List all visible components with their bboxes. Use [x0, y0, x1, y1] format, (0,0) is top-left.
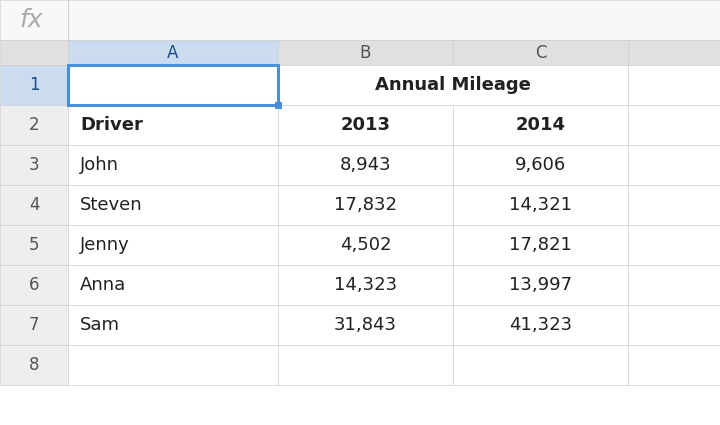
Bar [68, 65, 278, 105]
Bar [0, 345, 68, 385]
Bar [628, 40, 720, 65]
Text: B: B [360, 43, 372, 62]
Text: 14,323: 14,323 [334, 276, 397, 294]
Text: 8: 8 [29, 356, 40, 374]
Text: Driver: Driver [80, 116, 143, 134]
Bar [68, 345, 278, 385]
Bar [68, 305, 278, 345]
Bar [453, 265, 628, 305]
Bar [68, 65, 278, 105]
Text: 9,606: 9,606 [515, 156, 566, 174]
Bar [68, 225, 278, 265]
Text: 2013: 2013 [341, 116, 390, 134]
Bar [68, 265, 278, 305]
Bar [453, 105, 628, 145]
Bar [0, 40, 68, 65]
Bar [68, 40, 278, 65]
Bar [0, 65, 68, 105]
Bar [278, 40, 453, 65]
Text: 2: 2 [29, 116, 40, 134]
Bar [628, 145, 720, 185]
Text: 6: 6 [29, 276, 40, 294]
Bar [0, 0, 720, 40]
Text: 7: 7 [29, 316, 40, 334]
Bar [628, 65, 720, 105]
Text: Steven: Steven [80, 196, 143, 214]
Text: Annual Mileage: Annual Mileage [375, 76, 531, 94]
Bar [68, 145, 278, 185]
Text: John: John [80, 156, 119, 174]
Text: 5: 5 [29, 236, 40, 254]
Text: Jenny: Jenny [80, 236, 130, 254]
Text: 14,321: 14,321 [509, 196, 572, 214]
Bar [278, 305, 453, 345]
Text: A: A [167, 43, 179, 62]
Bar [628, 265, 720, 305]
Bar [0, 225, 68, 265]
Bar [278, 225, 453, 265]
Text: 1: 1 [29, 76, 40, 94]
Text: Anna: Anna [80, 276, 126, 294]
Bar [278, 265, 453, 305]
Text: 17,821: 17,821 [509, 236, 572, 254]
Bar [278, 185, 453, 225]
Text: 41,323: 41,323 [509, 316, 572, 334]
Bar [68, 105, 278, 145]
Bar [628, 105, 720, 145]
Bar [274, 102, 282, 108]
Bar [0, 305, 68, 345]
Text: 13,997: 13,997 [509, 276, 572, 294]
Text: fx: fx [19, 8, 42, 32]
Bar [278, 345, 453, 385]
Bar [453, 225, 628, 265]
Bar [0, 105, 68, 145]
Bar [278, 65, 628, 105]
Text: 2014: 2014 [516, 116, 565, 134]
Bar [453, 40, 628, 65]
Text: 4,502: 4,502 [340, 236, 391, 254]
Bar [628, 345, 720, 385]
Bar [453, 345, 628, 385]
Text: 4: 4 [29, 196, 40, 214]
Bar [453, 145, 628, 185]
Bar [628, 305, 720, 345]
Bar [628, 225, 720, 265]
Bar [0, 185, 68, 225]
Bar [0, 265, 68, 305]
Bar [68, 185, 278, 225]
Bar [453, 305, 628, 345]
Bar [0, 145, 68, 185]
Text: 3: 3 [29, 156, 40, 174]
Bar [278, 145, 453, 185]
Text: Sam: Sam [80, 316, 120, 334]
Bar [453, 185, 628, 225]
Text: 31,843: 31,843 [334, 316, 397, 334]
Text: 8,943: 8,943 [340, 156, 391, 174]
Text: 17,832: 17,832 [334, 196, 397, 214]
Bar [628, 185, 720, 225]
Text: C: C [535, 43, 546, 62]
Bar [278, 105, 453, 145]
